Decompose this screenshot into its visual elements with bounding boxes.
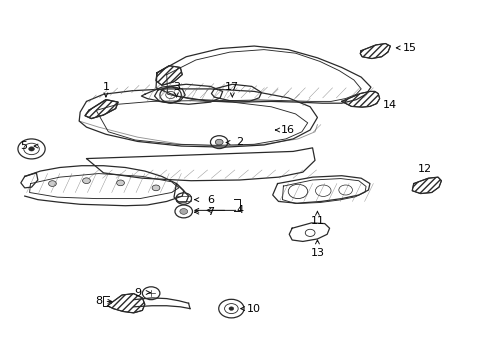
Text: 11: 11	[310, 216, 324, 226]
Text: 1: 1	[102, 82, 109, 92]
Text: 12: 12	[416, 164, 430, 174]
Circle shape	[152, 185, 160, 191]
Text: 5: 5	[20, 141, 27, 151]
Circle shape	[180, 208, 187, 214]
Circle shape	[228, 307, 233, 310]
Text: 3: 3	[173, 82, 180, 92]
Text: 14: 14	[383, 100, 397, 110]
Circle shape	[215, 139, 223, 145]
Text: 13: 13	[310, 248, 324, 258]
Text: 8: 8	[95, 296, 102, 306]
Text: 6: 6	[206, 195, 214, 204]
Circle shape	[82, 178, 90, 184]
Circle shape	[338, 185, 352, 195]
Text: 16: 16	[281, 125, 295, 135]
Text: 10: 10	[247, 303, 261, 314]
Text: 17: 17	[225, 82, 239, 92]
Text: 2: 2	[236, 138, 243, 148]
Circle shape	[48, 181, 56, 186]
Circle shape	[315, 185, 330, 197]
Text: 4: 4	[236, 205, 243, 215]
Circle shape	[287, 184, 307, 199]
Text: 7: 7	[206, 207, 214, 217]
Circle shape	[116, 180, 124, 186]
Text: 9: 9	[134, 288, 141, 297]
Text: 15: 15	[402, 43, 416, 53]
Circle shape	[29, 147, 34, 151]
